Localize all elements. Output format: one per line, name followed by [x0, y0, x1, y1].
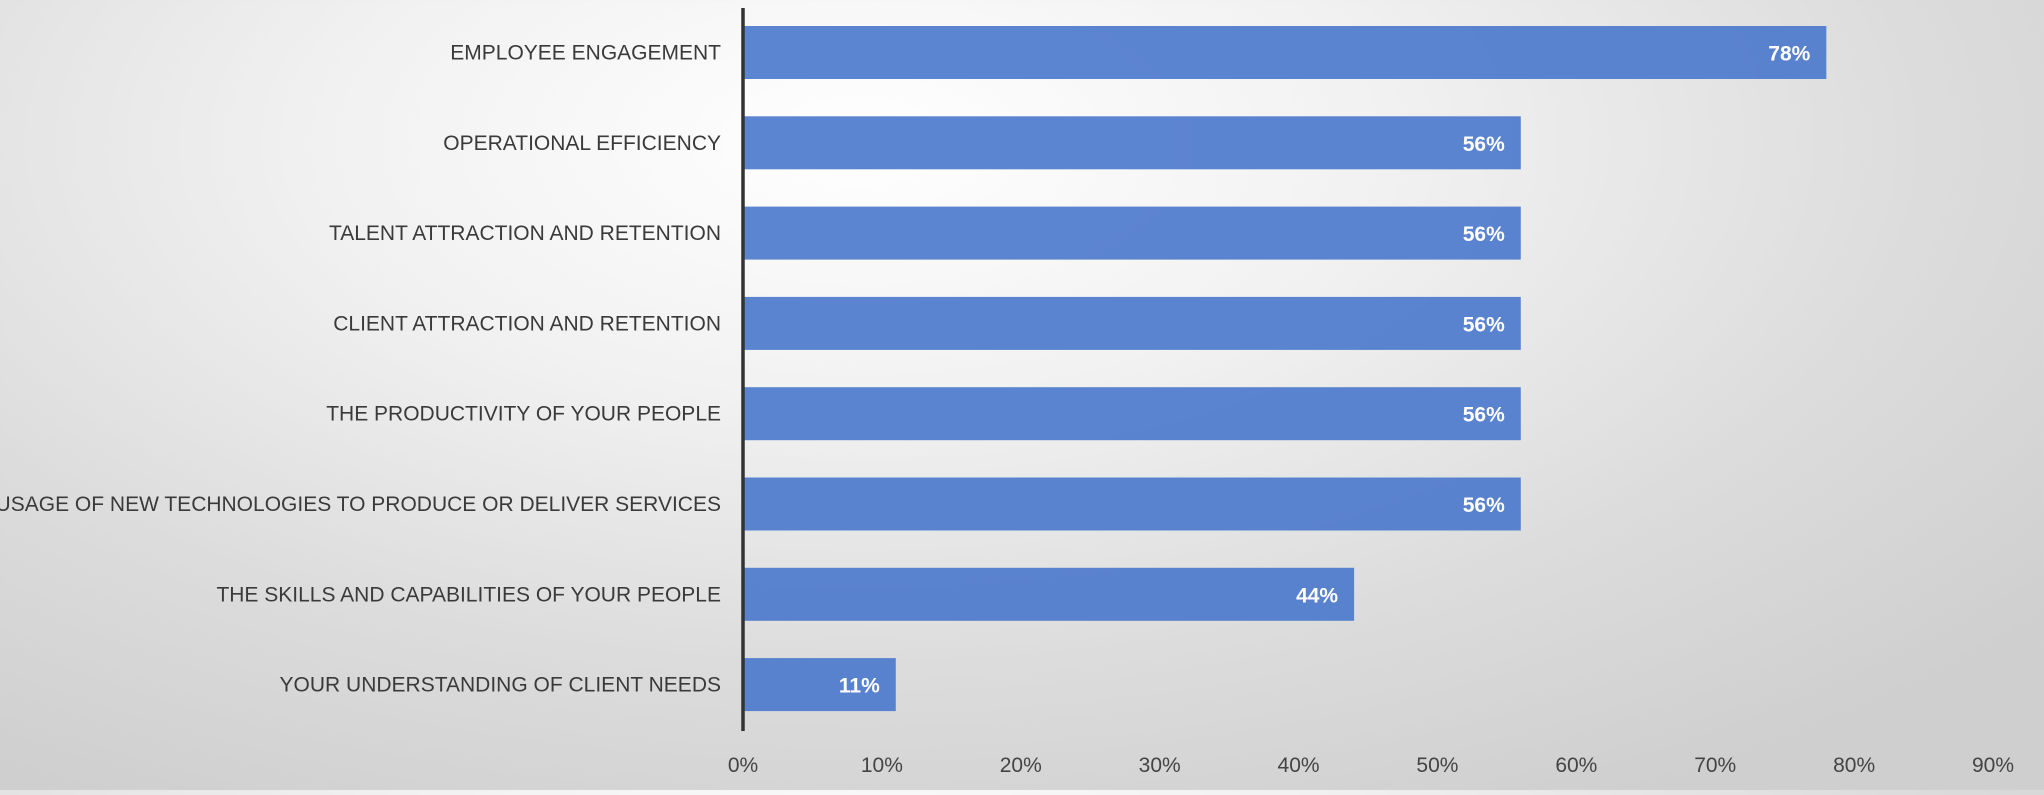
x-tick-label: 0%: [728, 754, 758, 777]
x-tick-label: 40%: [1278, 754, 1320, 777]
x-tick-label: 90%: [1972, 754, 2014, 777]
category-label: CLIENT ATTRACTION AND RETENTION: [333, 312, 721, 335]
bars: 78% 56% 56% 56% 56% 56% 44% 11%: [743, 26, 1827, 712]
bar: [743, 116, 1521, 170]
category-label: THE PRODUCTIVITY OF YOUR PEOPLE: [326, 403, 721, 426]
category-label: THE SKILLS AND CAPABILITIES OF YOUR PEOP…: [216, 583, 721, 606]
x-tick-label: 80%: [1833, 754, 1875, 777]
bar: [743, 296, 1521, 350]
bar-value-label: 11%: [839, 675, 880, 698]
x-tick-label: 50%: [1416, 754, 1458, 777]
x-tick-label: 70%: [1694, 754, 1736, 777]
bar: [743, 477, 1521, 531]
bar: [743, 387, 1521, 441]
bar-value-label: 56%: [1463, 223, 1505, 246]
category-label: YOUR UNDERSTANDING OF CLIENT NEEDS: [280, 674, 721, 697]
x-tick-label: 10%: [861, 754, 903, 777]
bar-value-label: 56%: [1463, 494, 1505, 517]
bar-value-label: 78%: [1768, 43, 1810, 66]
category-label: EMPLOYEE ENGAGEMENT: [450, 42, 721, 65]
category-label: THE USAGE OF NEW TECHNOLOGIES TO PRODUCE…: [0, 493, 721, 516]
category-label: TALENT ATTRACTION AND RETENTION: [329, 222, 721, 245]
bar-value-label: 56%: [1463, 133, 1505, 156]
bar: [743, 206, 1521, 260]
x-tick-label: 20%: [1000, 754, 1042, 777]
bar-value-label: 44%: [1296, 584, 1338, 607]
bar: [743, 658, 896, 712]
category-label: OPERATIONAL EFFICIENCY: [443, 132, 721, 155]
x-tick-label: 30%: [1139, 754, 1181, 777]
bar: [743, 567, 1355, 621]
bar-value-label: 56%: [1463, 404, 1505, 427]
x-axis-ticks: 0% 10% 20% 30% 40% 50% 60% 70% 80% 90%: [728, 754, 2014, 777]
x-tick-label: 60%: [1555, 754, 1597, 777]
category-labels: EMPLOYEE ENGAGEMENT OPERATIONAL EFFICIENC…: [0, 42, 721, 697]
bar-value-label: 56%: [1463, 313, 1505, 336]
bar: [743, 26, 1827, 79]
